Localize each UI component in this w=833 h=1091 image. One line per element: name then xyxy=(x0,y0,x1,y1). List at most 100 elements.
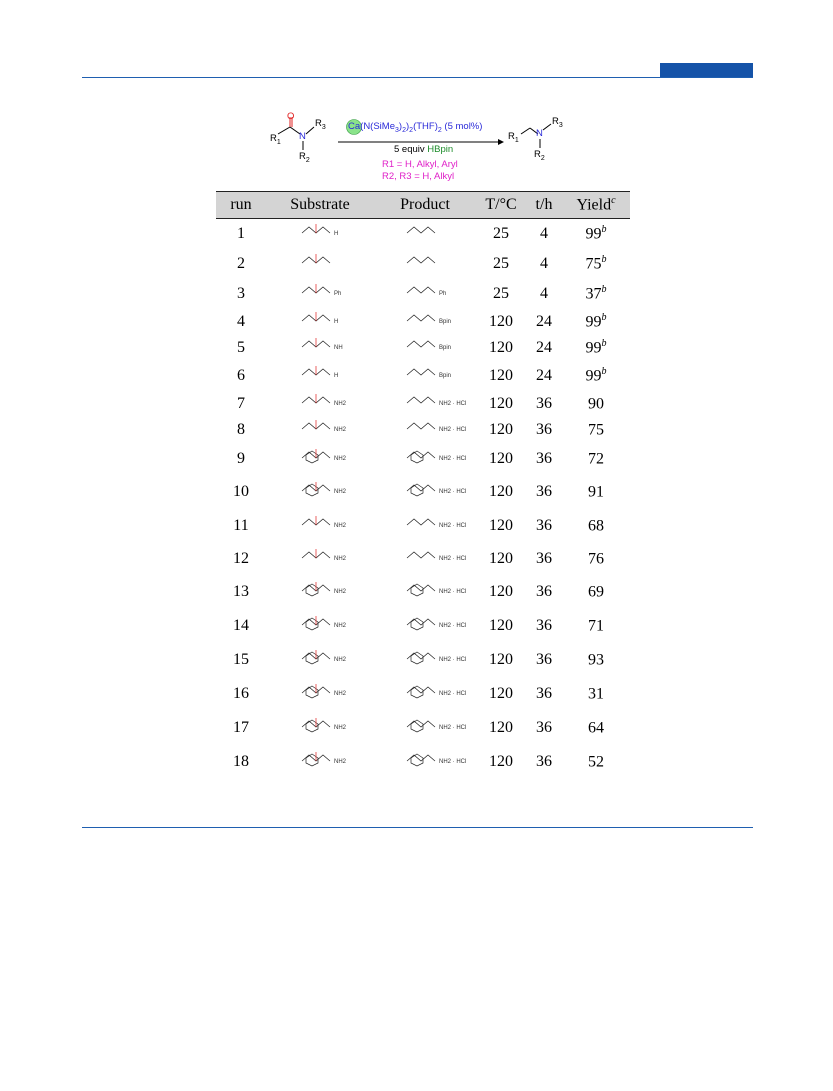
yield-footnote: b xyxy=(601,311,607,323)
cell-substrate: NH2 xyxy=(266,391,374,417)
substrate-skeleton xyxy=(301,481,331,496)
yield-value: 99 xyxy=(585,313,602,331)
cell-yield: 90 xyxy=(562,391,630,417)
product-structure: Bpin xyxy=(405,309,451,333)
substrate-skeleton xyxy=(301,253,331,263)
substrate-skeleton xyxy=(301,283,331,293)
cell-temperature: 120 xyxy=(489,482,513,500)
cell-product: NH2 · HCl xyxy=(374,609,476,643)
cell-product: NH2 · HCl xyxy=(374,509,476,543)
table-row: 12 NH2 NH2 · HCl 120 36 76 xyxy=(216,543,630,575)
header-run: run xyxy=(216,191,266,219)
substrate-label: NH2 xyxy=(334,588,347,595)
product-structure: NH2 · HCl xyxy=(405,715,466,739)
cell-yield: 75b xyxy=(562,249,630,279)
cell-product: Bpin xyxy=(374,335,476,361)
cell-yield: 93 xyxy=(562,643,630,677)
substrate-skeleton xyxy=(301,515,331,525)
substrate-label: NH2 xyxy=(334,426,347,433)
cell-yield: 52 xyxy=(562,745,630,779)
cell-yield: 71 xyxy=(562,609,630,643)
substrate-structure: Ph xyxy=(300,281,341,305)
cell-substrate: NH2 xyxy=(266,443,374,475)
cell-product: NH2 · HCl xyxy=(374,575,476,609)
substrate-structure: H xyxy=(300,221,340,245)
substrate-label: NH2 xyxy=(334,724,347,731)
table-row: 3 Ph Ph 25 4 37b xyxy=(216,279,630,309)
product-label: NH2 · HCl xyxy=(439,758,467,765)
yield-value: 71 xyxy=(588,617,604,635)
product-structure: Bpin xyxy=(405,335,451,359)
header-rule xyxy=(82,77,753,78)
yield-value: 99 xyxy=(585,225,602,243)
substrate-structure: NH2 xyxy=(300,479,346,503)
cell-substrate: NH2 xyxy=(266,417,374,443)
cell-temperature: 120 xyxy=(489,338,513,356)
cell-product xyxy=(374,219,476,249)
cell-substrate: NH2 xyxy=(266,677,374,711)
cell-substrate: NH2 xyxy=(266,643,374,677)
yield-value: 31 xyxy=(588,685,604,703)
substrate-label: NH2 xyxy=(334,690,347,697)
header-product: Product xyxy=(374,191,476,219)
product-structure xyxy=(405,251,445,275)
cell-time: 36 xyxy=(536,718,552,736)
cell-temperature: 120 xyxy=(489,684,513,702)
cell-run: 7 xyxy=(237,394,245,412)
product-structure: Bpin xyxy=(405,363,451,387)
cell-substrate: NH xyxy=(266,335,374,361)
cell-product: NH2 · HCl xyxy=(374,443,476,475)
cell-time: 36 xyxy=(536,752,552,770)
substrate-structure: NH2 xyxy=(300,446,346,470)
cell-temperature: 120 xyxy=(489,449,513,467)
yield-value: 90 xyxy=(588,395,604,413)
product-structure: NH2 · HCl xyxy=(405,479,466,503)
cell-temperature: 120 xyxy=(489,394,513,412)
product-structure: NH2 · HCl xyxy=(405,446,466,470)
substrate-label: NH2 xyxy=(334,400,347,407)
cell-product: NH2 · HCl xyxy=(374,677,476,711)
cell-product: Bpin xyxy=(374,309,476,335)
substrate-label: NH2 xyxy=(334,758,347,765)
cell-yield: 37b xyxy=(562,279,630,309)
cell-run: 9 xyxy=(237,449,245,467)
substrate-structure: H xyxy=(300,309,340,333)
table-body: 1 H 25 4 99b 2 25 4 75b 3 Ph Ph 25 4 37b 4 H Bpin 120 24 99b… xyxy=(216,219,630,779)
scheme-catalyst: Ca(N(SiMe3)2)2(THF)2 (5 mol%) xyxy=(348,121,483,134)
substrate-skeleton xyxy=(301,649,331,664)
product-structure: NH2 · HCl xyxy=(405,681,466,705)
substrate-label: NH xyxy=(334,344,343,351)
table-row: 10 NH2 NH2 · HCl 120 36 91 xyxy=(216,475,630,509)
yield-value: 52 xyxy=(588,753,604,771)
cell-product: NH2 · HCl xyxy=(374,643,476,677)
table-row: 1 H 25 4 99b xyxy=(216,219,630,249)
substrate-skeleton xyxy=(301,581,331,596)
substrate-skeleton xyxy=(301,548,331,558)
yield-footnote: b xyxy=(601,365,607,377)
product-structure: NH2 · HCl xyxy=(405,647,466,671)
product-skeleton xyxy=(406,286,436,293)
cell-run: 15 xyxy=(233,650,249,668)
yield-footnote: b xyxy=(601,224,607,236)
table-row: 6 H Bpin 120 24 99b xyxy=(216,361,630,391)
product-skeleton xyxy=(406,450,436,463)
substrate-skeleton xyxy=(301,393,331,403)
yield-value: 76 xyxy=(588,550,604,568)
yield-value: 68 xyxy=(588,517,604,535)
table-row: 7 NH2 NH2 · HCl 120 36 90 xyxy=(216,391,630,417)
cell-temperature: 120 xyxy=(489,718,513,736)
table-row: 13 NH2 NH2 · HCl 120 36 69 xyxy=(216,575,630,609)
cell-substrate: NH2 xyxy=(266,609,374,643)
scheme-nitrogen-right: N xyxy=(536,128,543,139)
table-row: 15 NH2 NH2 · HCl 120 36 93 xyxy=(216,643,630,677)
table-row: 4 H Bpin 120 24 99b xyxy=(216,309,630,335)
product-structure: NH2 · HCl xyxy=(405,749,466,773)
product-structure: NH2 · HCl xyxy=(405,546,466,570)
cell-run: 13 xyxy=(233,582,249,600)
yield-footnote: b xyxy=(601,283,607,295)
product-structure: NH2 · HCl xyxy=(405,417,466,441)
table-row: 9 NH2 NH2 · HCl 120 36 72 xyxy=(216,443,630,475)
cell-run: 5 xyxy=(237,338,245,356)
product-label: NH2 · HCl xyxy=(439,724,467,731)
product-label: Bpin xyxy=(439,318,452,325)
